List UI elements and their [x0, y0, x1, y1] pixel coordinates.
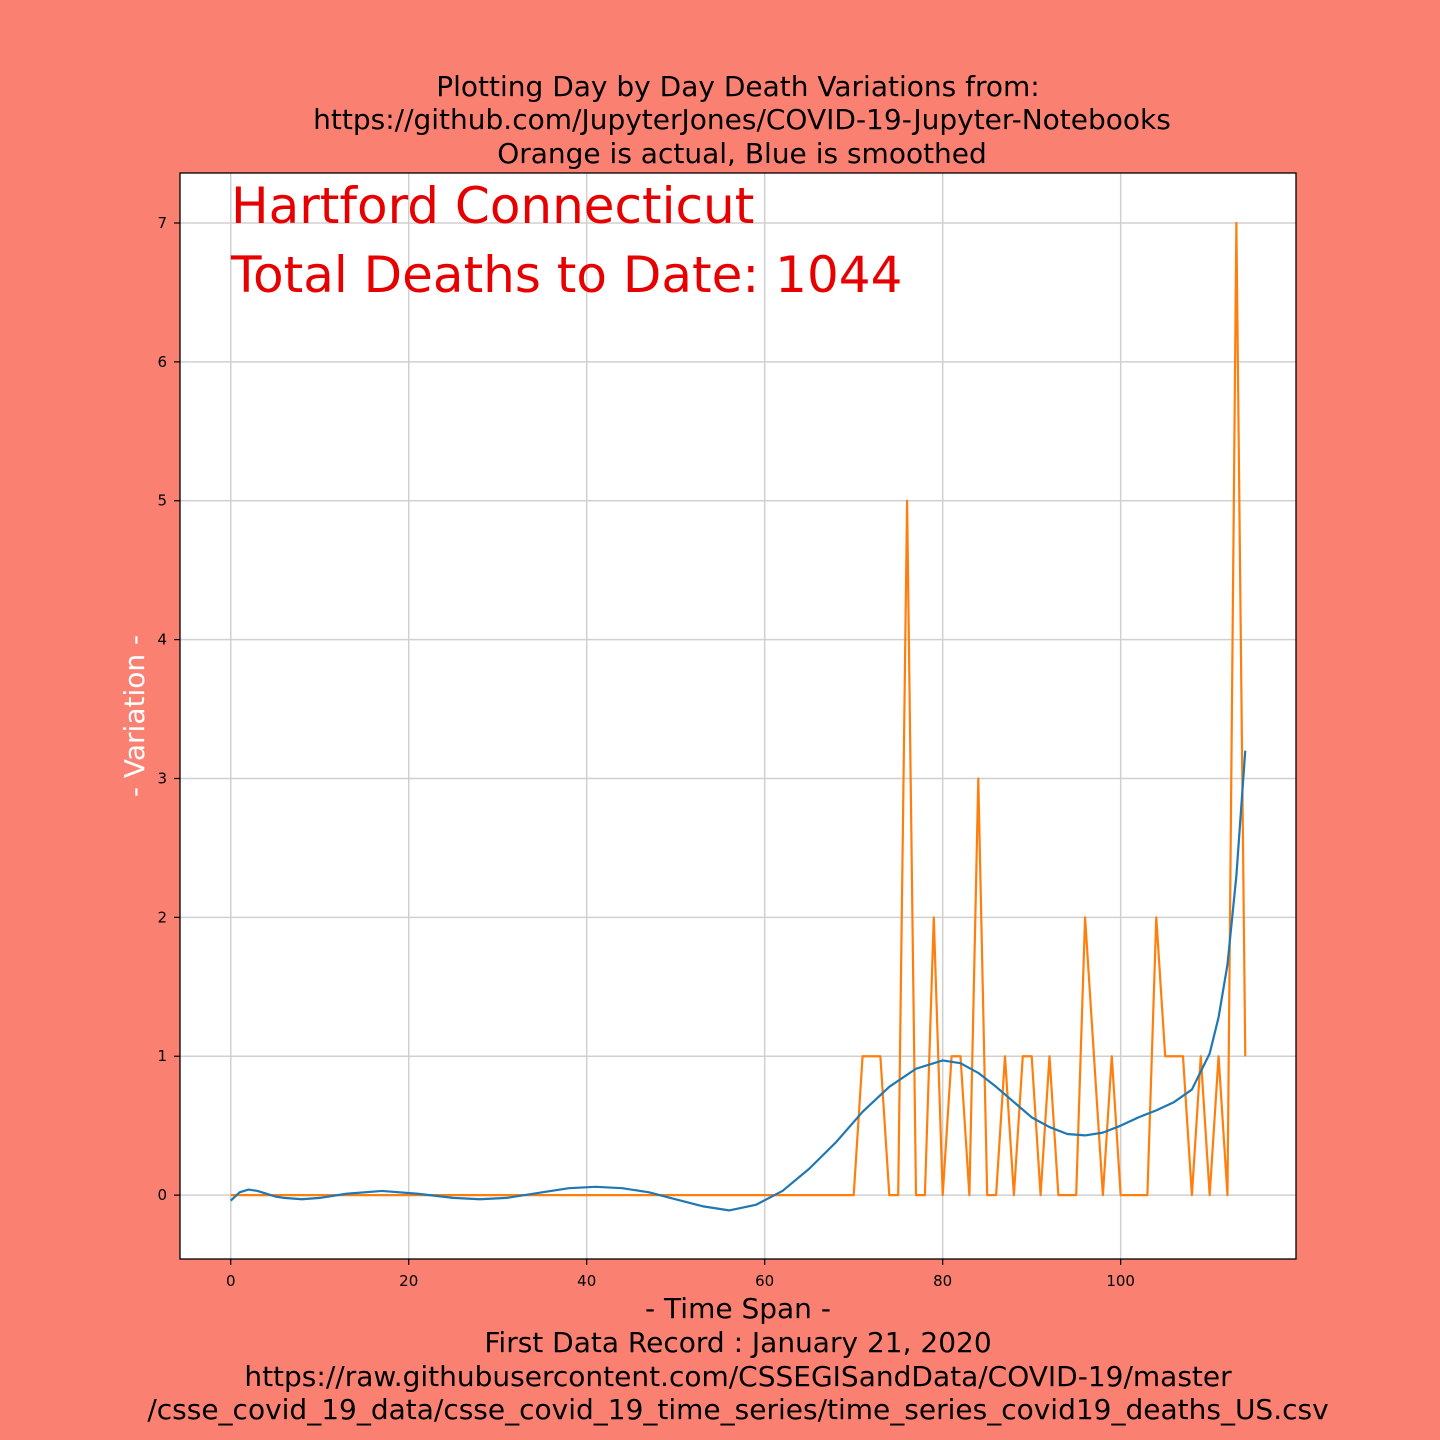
chart-title-line-3: Orange is actual, Blue is smoothed [497, 137, 987, 170]
y-tick-label: 5 [157, 492, 167, 510]
y-axis-label: - Variation - [118, 635, 151, 797]
x-axis-label-line-3: https://raw.githubusercontent.com/CSSEGI… [244, 1360, 1232, 1393]
chart-title-line-2: https://github.com/JupyterJones/COVID-19… [313, 103, 1171, 136]
series-line-smoothed [229, 750, 1247, 1212]
plot-area [180, 173, 1296, 1259]
y-tick-label: 6 [157, 353, 167, 371]
annotation-location: Hartford Connecticut [231, 177, 754, 235]
y-tick-label: 7 [157, 214, 167, 232]
series-lines [229, 221, 1247, 1212]
y-tick-label: 1 [157, 1047, 167, 1065]
chart-title-line-1: Plotting Day by Day Death Variations fro… [436, 70, 1039, 103]
grid-lines [180, 173, 1296, 1259]
y-tick-label: 2 [157, 908, 167, 926]
y-tick-label: 3 [157, 769, 167, 787]
axis-ticks: 0 20 40 60 80 100 0 1 2 3 4 5 6 7 [157, 214, 1135, 1290]
x-axis-label-line-2: First Data Record : January 21, 2020 [484, 1326, 991, 1359]
x-tick-label: 100 [1106, 1272, 1135, 1290]
x-tick-label: 0 [226, 1272, 236, 1290]
x-tick-label: 40 [577, 1272, 596, 1290]
y-tick-label: 0 [157, 1186, 167, 1204]
x-axis-label-line-1: - Time Span - [645, 1292, 831, 1325]
plot-frame [179, 172, 1297, 1260]
annotation-total-deaths: Total Deaths to Date: 1044 [230, 246, 902, 304]
x-tick-label: 80 [933, 1272, 952, 1290]
x-tick-label: 60 [755, 1272, 774, 1290]
y-tick-label: 4 [157, 631, 167, 649]
series-line-actual [230, 221, 1247, 1197]
x-tick-label: 20 [399, 1272, 418, 1290]
x-axis-label-line-4: /csse_covid_19_data/csse_covid_19_time_s… [147, 1393, 1328, 1426]
